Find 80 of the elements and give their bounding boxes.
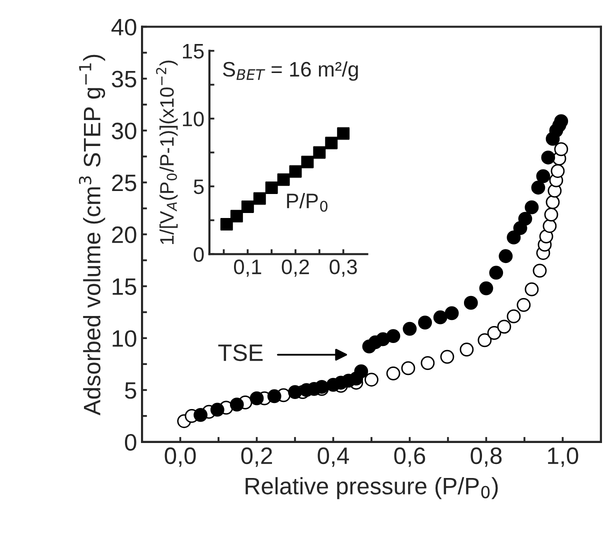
- x-tick-label: 0,0: [164, 447, 196, 467]
- point: [516, 298, 531, 312]
- y-tick-label: 5: [194, 180, 204, 194]
- x-tick-label: 0,2: [282, 260, 309, 277]
- point: [364, 372, 378, 387]
- point: [301, 156, 314, 168]
- point: [220, 218, 233, 231]
- x-tick-label: 0,2: [241, 447, 272, 467]
- point: [554, 114, 568, 128]
- point: [250, 391, 264, 406]
- point: [289, 165, 302, 178]
- y-axis-title: 1/[V$_{A}$(P$_{0}$/P-1)](x10$^{−2}$): [156, 60, 178, 244]
- point: [402, 322, 417, 336]
- point: [487, 326, 502, 340]
- point: [354, 364, 368, 378]
- point: [314, 380, 329, 394]
- x-tick-label: 1,0: [548, 447, 578, 467]
- y-tick-label: 30: [112, 122, 136, 140]
- point: [420, 356, 435, 370]
- point: [325, 136, 338, 150]
- point: [524, 282, 539, 296]
- point: [536, 169, 550, 184]
- point: [506, 230, 521, 244]
- point: [542, 219, 557, 233]
- point: [518, 212, 532, 226]
- y-tick-label: 0: [124, 434, 136, 451]
- point: [554, 142, 568, 156]
- point: [418, 316, 432, 330]
- point: [498, 249, 513, 264]
- point: [489, 266, 504, 280]
- point: [506, 309, 521, 324]
- annotation: TSE: [218, 344, 263, 362]
- point: [532, 264, 547, 278]
- point: [230, 398, 244, 412]
- point: [386, 329, 400, 343]
- y-tick-label: 40: [111, 18, 136, 36]
- point: [265, 181, 278, 194]
- x-tick-label: 0,8: [470, 447, 502, 467]
- point: [230, 210, 243, 222]
- y-tick-label: 0: [194, 247, 204, 262]
- point: [460, 342, 474, 356]
- point: [546, 195, 560, 210]
- x-tick-label: 0,1: [234, 260, 262, 277]
- point: [277, 173, 290, 186]
- point: [313, 146, 326, 159]
- point: [337, 127, 350, 140]
- y-tick-label: 20: [112, 226, 136, 244]
- point: [464, 296, 478, 310]
- y-tick-label: 35: [112, 70, 136, 88]
- point: [210, 402, 224, 417]
- point: [241, 200, 254, 213]
- y-tick-label: 10: [182, 112, 204, 126]
- point: [267, 389, 282, 404]
- point: [433, 310, 448, 324]
- point: [194, 408, 208, 422]
- y-tick-label: 5: [124, 382, 136, 399]
- y-axis-title: Adsorbed volume (cm$^{3}$ STEP g$^{−1}$): [78, 54, 106, 416]
- point: [524, 200, 539, 214]
- point: [401, 361, 416, 376]
- point: [440, 350, 454, 364]
- point: [253, 192, 266, 205]
- y-tick-label: 10: [112, 330, 136, 347]
- point: [550, 164, 565, 178]
- point: [544, 208, 558, 222]
- point: [497, 320, 512, 334]
- point: [531, 180, 546, 195]
- x-axis-title: Relative pressure (P/P$_{0}$): [246, 477, 498, 500]
- x-tick-label: 0,3: [330, 260, 357, 277]
- y-tick-label: 25: [112, 174, 136, 192]
- x-axis-title: P/P$_{0}$: [287, 193, 328, 212]
- point: [478, 333, 492, 348]
- y-tick-label: 15: [182, 44, 204, 59]
- point: [479, 281, 494, 296]
- point: [444, 306, 459, 320]
- point: [541, 150, 556, 164]
- x-tick-label: 0,6: [394, 447, 426, 467]
- point: [386, 366, 400, 380]
- x-tick-label: 0,4: [318, 447, 349, 467]
- annotation: S$_{BET}$ = 16 m²/g: [222, 61, 358, 81]
- y-tick-label: 15: [112, 278, 136, 296]
